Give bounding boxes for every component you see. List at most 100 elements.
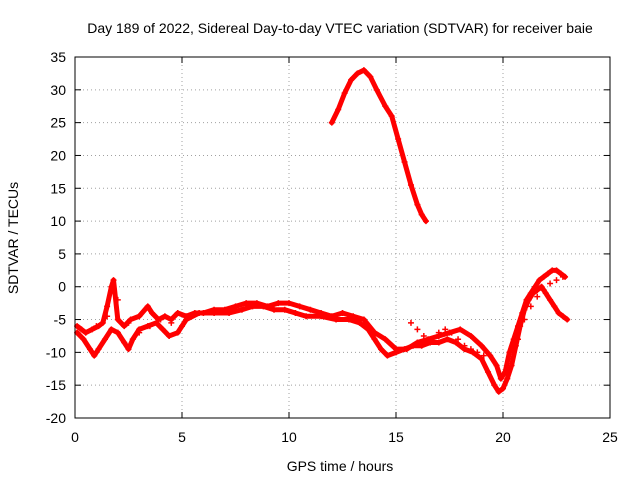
data-point [125,346,132,353]
data-point [544,270,551,277]
data-point [78,326,85,333]
data-point [452,339,459,346]
x-tick-label: 15 [388,429,404,445]
data-point [512,342,519,349]
data-point [99,319,106,326]
data-point [104,313,111,320]
data-point [467,332,474,339]
chart-title: Day 189 of 2022, Sidereal Day-to-day VTE… [87,20,593,36]
data-point [487,352,494,359]
data-point [153,319,160,326]
data-point [559,313,566,320]
data-point [260,303,267,310]
grid [75,57,610,418]
data-point [474,349,481,356]
data-point [345,316,352,323]
y-tick-label: 5 [58,246,66,262]
data-point [360,67,367,74]
data-point [196,309,203,316]
data-point [418,211,425,218]
x-axis-label: GPS time / hours [287,458,394,474]
data-point [540,273,547,280]
data-point [422,218,429,225]
data-point [108,326,115,333]
data-point [93,323,100,330]
y-axis-label: SDTVAR / TECUs [5,182,21,294]
data-point [536,277,543,284]
data-point [407,319,414,326]
data-point [356,319,363,326]
data-point [80,336,87,343]
data-point [157,316,164,323]
data-point [82,329,89,336]
data-point [418,342,425,349]
y-tick-label: 15 [50,180,66,196]
data-point [407,181,414,188]
data-point [480,352,487,359]
y-tick-label: -20 [46,410,66,426]
data-point [339,309,346,316]
data-point [104,303,111,310]
data-point [529,290,536,297]
data-point [384,352,391,359]
data-point [420,332,427,339]
series-layer [74,67,571,395]
data-point [108,283,115,290]
data-point [491,382,498,389]
data-point [542,290,549,297]
data-point [292,309,299,316]
data-point [455,336,462,343]
data-point [371,336,378,343]
axis-ticks: 0 5 10 15 20 25 -20 -15 -10 -5 0 5 10 15 20 25 30 35 [46,49,618,445]
data-point [551,303,558,310]
data-point [427,339,434,346]
data-point [211,309,218,316]
data-point [504,375,511,382]
data-point [493,362,500,369]
data-point [506,349,513,356]
data-point [146,323,153,330]
data-point [435,339,442,346]
series-high-arc [328,67,429,225]
data-point [179,323,185,330]
x-tick-label: 20 [495,429,511,445]
y-tick-label: 0 [58,279,66,295]
series-lower-trace [74,283,571,395]
data-point [121,323,128,330]
data-point [521,306,528,313]
data-point [388,113,395,120]
data-point [348,76,355,83]
data-point [373,86,380,93]
x-tick-label: 10 [281,429,297,445]
data-point [538,283,545,290]
data-point [174,329,181,336]
data-point [457,326,464,333]
data-point [517,323,524,330]
data-point [508,362,515,369]
data-point [393,349,399,356]
data-point [271,306,278,313]
data-point [354,70,361,77]
y-tick-label: -15 [46,377,66,393]
x-tick-label: 25 [602,429,618,445]
data-point [226,309,233,316]
data-point [125,319,132,326]
data-point [333,316,340,323]
data-point [521,316,528,323]
data-point [129,336,136,343]
data-point [478,342,485,349]
data-point [149,309,156,316]
series-fragments [82,273,566,362]
plot-frame [74,56,611,419]
data-point [174,309,181,316]
data-point [527,303,534,310]
data-point [136,313,143,320]
data-point [378,346,385,353]
data-point [534,287,541,294]
data-point [249,303,256,310]
data-point [414,201,421,208]
data-point [275,300,282,307]
data-point [555,309,562,316]
data-point [86,346,93,353]
y-tick-label: 10 [50,213,66,229]
